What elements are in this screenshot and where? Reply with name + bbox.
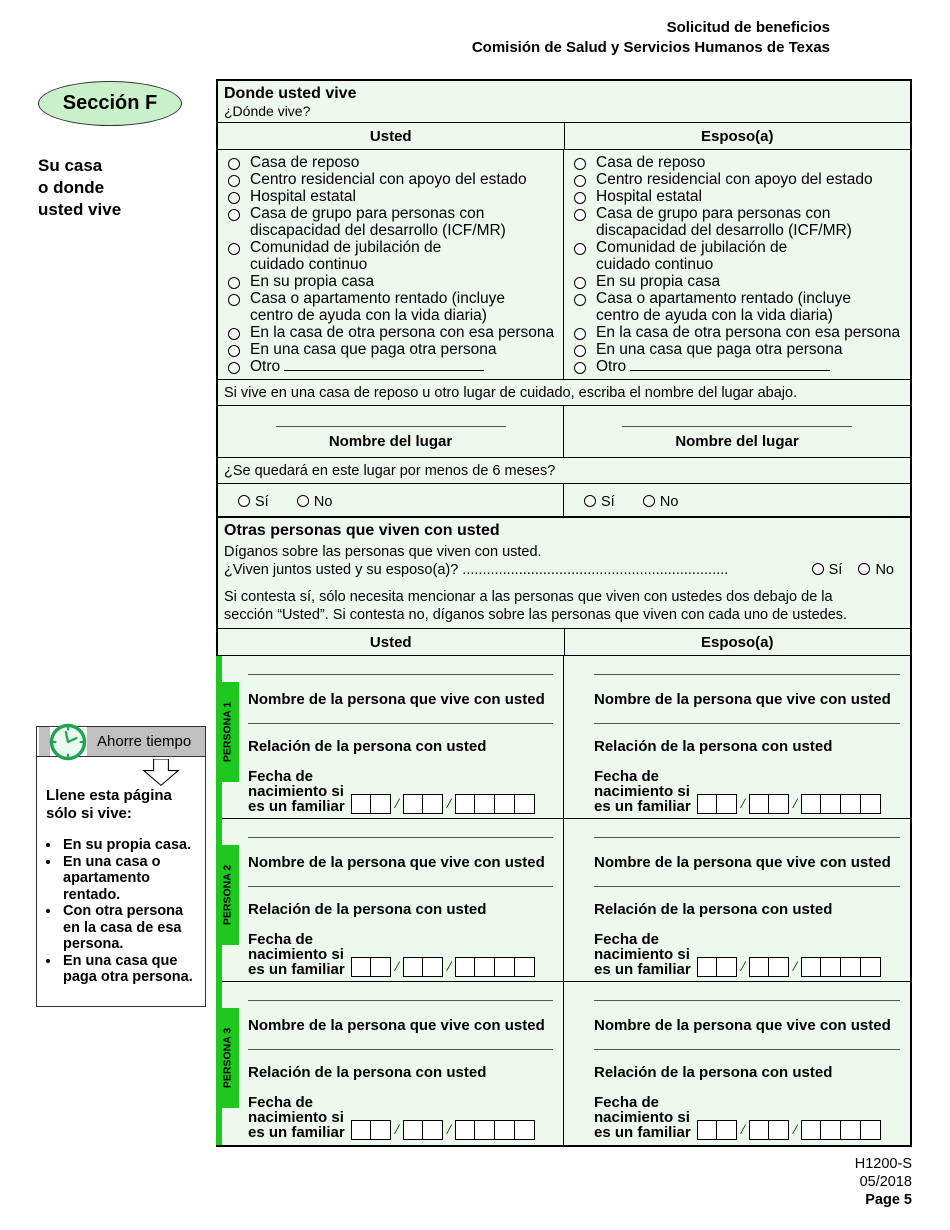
svg-text:PERSONA 3: PERSONA 3 (222, 1028, 234, 1088)
svg-text:PERSONA 1: PERSONA 1 (222, 702, 234, 762)
svg-text:PERSONA 2: PERSONA 2 (222, 865, 234, 925)
